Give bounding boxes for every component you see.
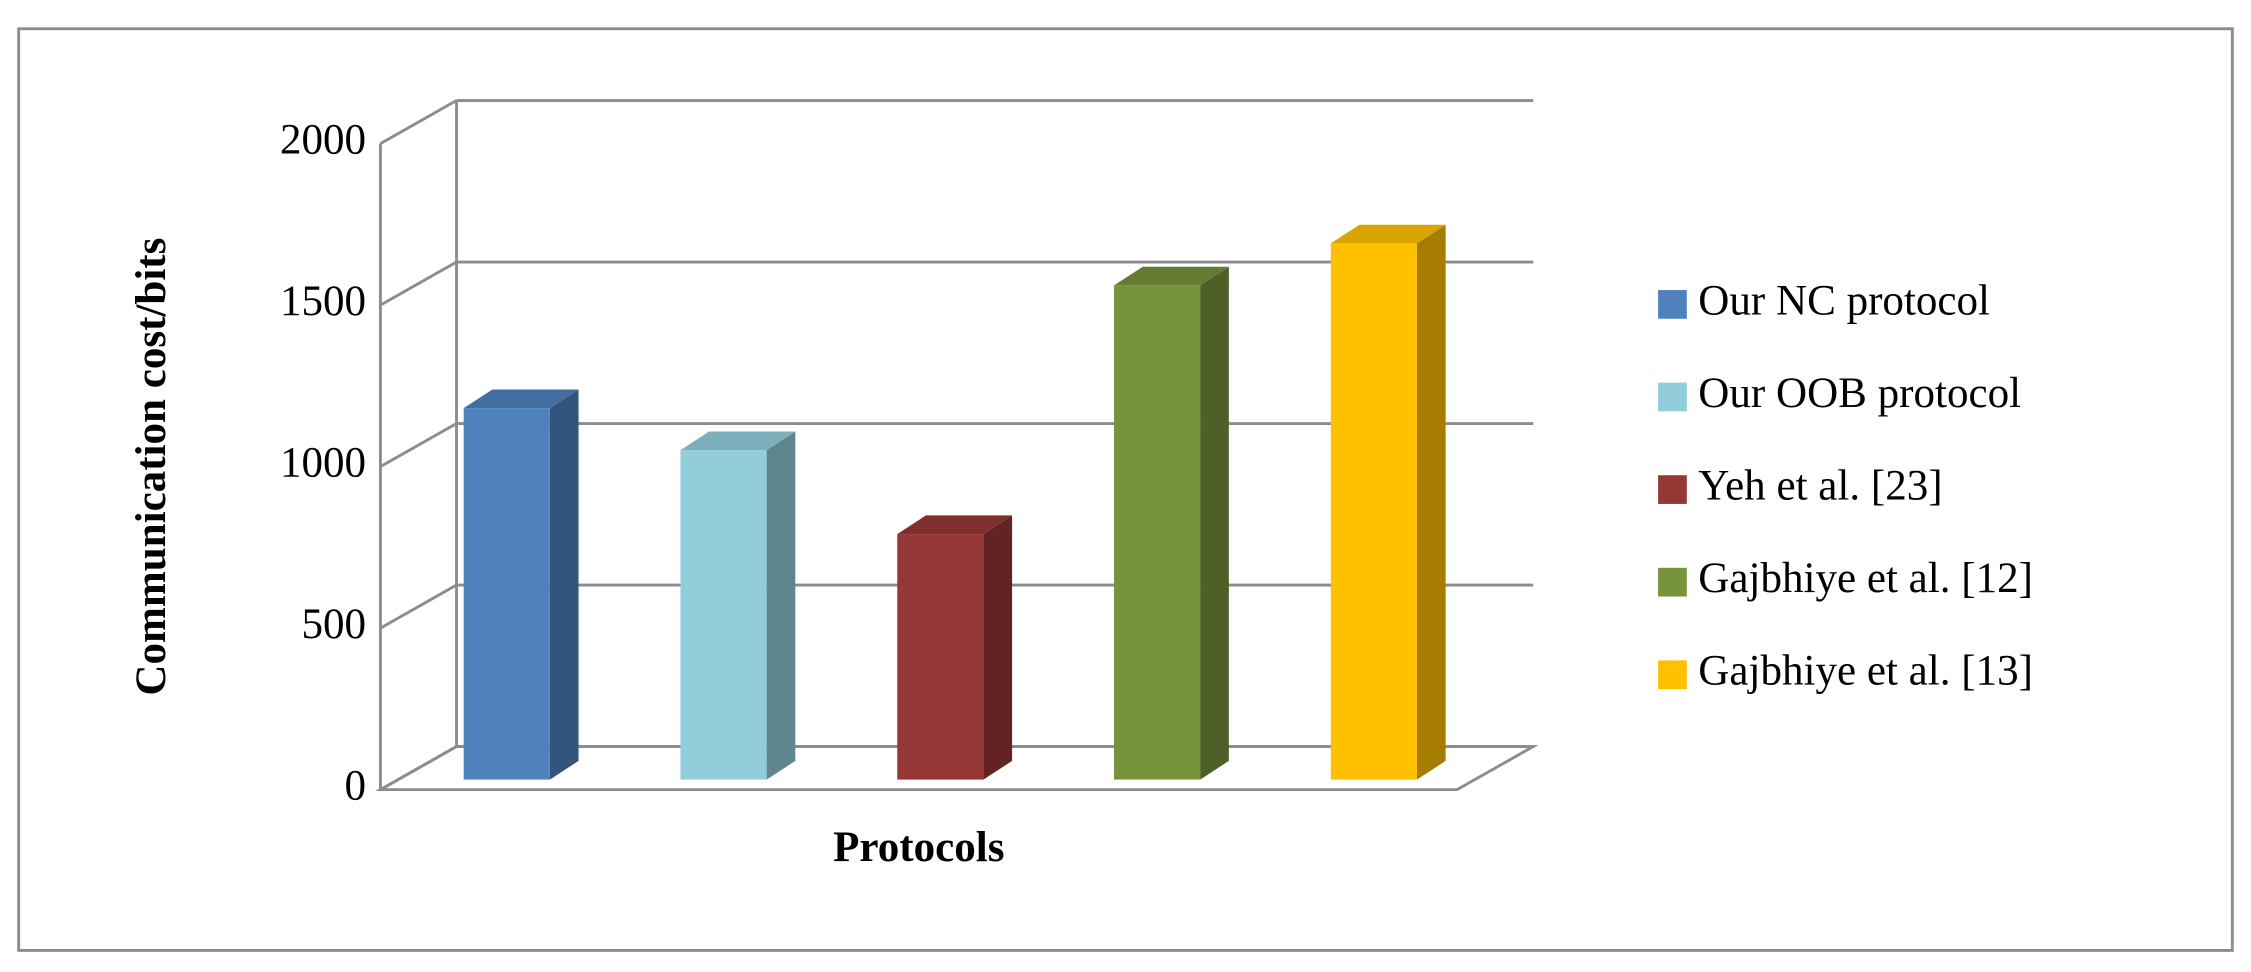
bar-top	[1114, 266, 1229, 286]
y-axis-label: Communication cost/bits	[128, 238, 175, 696]
bar	[897, 534, 984, 780]
grid-line	[379, 422, 458, 468]
bar	[1330, 243, 1417, 780]
legend-swatch	[1658, 567, 1687, 597]
y-tick-label: 500	[301, 601, 366, 648]
grid-line	[379, 260, 458, 307]
legend-label: Yeh et al. [23]	[1698, 462, 1942, 509]
bar-side	[1200, 266, 1229, 780]
bar	[680, 450, 767, 780]
legend-label: Our OOB protocol	[1698, 370, 2021, 417]
bar-top	[680, 431, 796, 451]
legend-label: Our NC protocol	[1698, 277, 1990, 324]
bar-side	[766, 431, 796, 780]
x-axis-label: Protocols	[833, 824, 1004, 871]
legend-swatch	[1658, 382, 1687, 412]
grid-line	[379, 583, 458, 630]
legend-swatch	[1658, 660, 1687, 690]
y-tick-label: 1500	[280, 278, 366, 325]
bar-top	[897, 515, 1013, 535]
y-tick-label: 0	[345, 763, 367, 810]
bar-side	[983, 515, 1013, 780]
y-tick-label: 1000	[280, 439, 366, 486]
legend-swatch	[1658, 290, 1687, 319]
legend-label: Gajbhiye et al. [13]	[1698, 648, 2033, 695]
bar	[463, 408, 550, 780]
grid-line	[379, 99, 458, 145]
legend-swatch	[1658, 475, 1687, 504]
bar-top	[463, 389, 579, 409]
bar-side	[1416, 224, 1446, 780]
grid-line	[379, 745, 458, 791]
bar-top	[1330, 224, 1446, 244]
legend-label: Gajbhiye et al. [12]	[1698, 555, 2033, 602]
y-tick-label: 2000	[280, 116, 366, 163]
bar-side	[549, 389, 579, 780]
bar	[1114, 285, 1201, 780]
